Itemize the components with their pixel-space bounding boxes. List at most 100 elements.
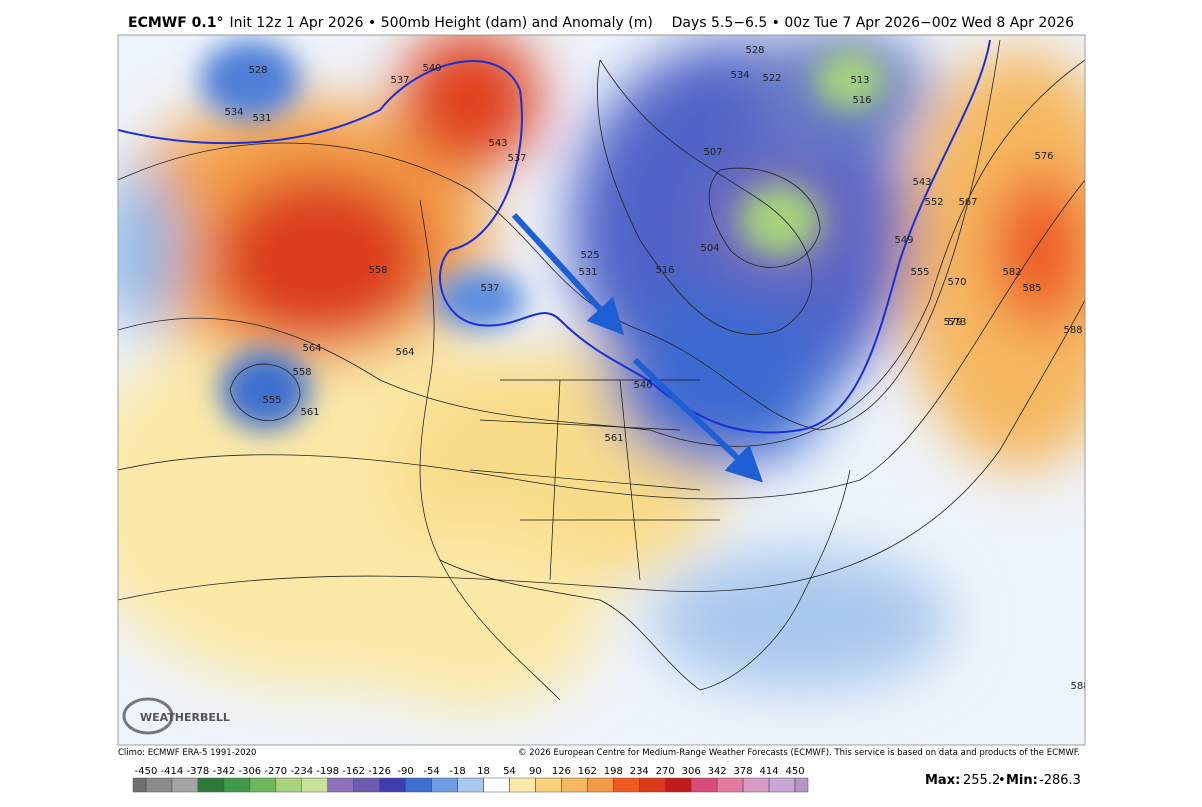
- contour-label: 528: [248, 65, 267, 76]
- colorbar-segment: [223, 777, 251, 793]
- colorbar-segment: [768, 777, 796, 793]
- colorbar-segment: [509, 777, 536, 793]
- logo-text: WEATHERBELL: [140, 711, 230, 724]
- colorbar-tick-label: 342: [708, 766, 727, 777]
- contour-label: 555: [910, 267, 929, 278]
- colorbar-tick-label: -234: [290, 766, 313, 777]
- colorbar-tick-label: -126: [368, 766, 391, 777]
- colorbar-segment: [690, 777, 718, 793]
- contour-label: 528: [745, 45, 764, 56]
- contour-label: 540: [422, 63, 441, 74]
- contour-label: 543: [912, 177, 931, 188]
- contour-label: 588: [1070, 681, 1089, 692]
- max-label: Max:: [925, 773, 960, 788]
- arrow: [511, 212, 625, 336]
- contour-label: 516: [852, 95, 871, 106]
- colorbar-segment: [171, 777, 199, 793]
- contour-label: 558: [292, 367, 311, 378]
- colorbar-tick-label: -450: [135, 766, 158, 777]
- contour-label: 513: [850, 75, 869, 86]
- colorbar-end: [794, 777, 809, 793]
- contour-label: 549: [894, 235, 913, 246]
- colorbar-tick-label: -414: [161, 766, 184, 777]
- contour-label: 570: [947, 277, 966, 288]
- colorbar-segment: [327, 777, 354, 793]
- contour-label: 531: [252, 113, 271, 124]
- colorbar-tick-label: 378: [734, 766, 753, 777]
- colorbar-tick-label: 54: [503, 766, 516, 777]
- contour-label: 507: [703, 147, 722, 158]
- contour-label: 582: [1002, 267, 1021, 278]
- run-info: Init 12z 1 Apr 2026 • 500mb Height (dam)…: [229, 15, 652, 31]
- climo-note: Climo: ECMWF ERA-5 1991-2020: [118, 748, 256, 758]
- trough-arrows: [511, 212, 764, 483]
- colorbar-segment: [301, 777, 328, 793]
- colorbar-segment: [613, 777, 640, 793]
- colorbar-segment: [664, 777, 692, 793]
- colorbar-segment: [353, 777, 380, 793]
- colorbar-tick-label: -306: [238, 766, 261, 777]
- contour-label: 579: [943, 317, 962, 328]
- model-name: ECMWF 0.1°: [128, 15, 223, 31]
- colorbar-segment: [457, 777, 484, 793]
- contour-label: 588: [1063, 325, 1082, 336]
- colorbar-segment: [275, 777, 302, 793]
- colorbar-tick-label: -90: [397, 766, 413, 777]
- contour-label: 516: [655, 265, 674, 276]
- contour-label: 561: [604, 433, 623, 444]
- colorbar-segment: [587, 777, 614, 793]
- colorbar-tick-label: -198: [316, 766, 339, 777]
- coastlines: [419, 199, 851, 701]
- colorbar-tick-label: -270: [264, 766, 287, 777]
- arrow: [632, 357, 764, 483]
- map-area: 5285345315375405435375585645585555615645…: [118, 35, 1089, 745]
- highlight-contours: [118, 39, 991, 434]
- colorbar-tick-label: 162: [578, 766, 597, 777]
- colorbar-segment: [431, 777, 458, 793]
- colorbar-tick-label: -54: [423, 766, 439, 777]
- contour-label: 534: [730, 70, 749, 81]
- contour-label: 567: [958, 197, 977, 208]
- max-value: 255.2: [963, 773, 1000, 788]
- min-label: Min:: [1006, 773, 1038, 788]
- colorbar-tick-label: -378: [187, 766, 210, 777]
- valid-period: Days 5.5−6.5 • 00z Tue 7 Apr 2026−00z We…: [672, 15, 1075, 31]
- colorbar-segment: [145, 777, 173, 793]
- colorbar-tick-label: 450: [785, 766, 804, 777]
- colorbar-segment: [197, 777, 225, 793]
- colorbar-segment: [742, 777, 770, 793]
- min-value: -286.3: [1039, 773, 1081, 788]
- contour-label: 561: [300, 407, 319, 418]
- contour-label: 546: [633, 380, 652, 391]
- colorbar-segment: [716, 777, 744, 793]
- colorbar-tick-label: 126: [552, 766, 571, 777]
- contour-label: 531: [578, 267, 597, 278]
- contour-label: 543: [488, 138, 507, 149]
- contour-label: 555: [262, 395, 281, 406]
- colorbar-tick-label: 198: [604, 766, 623, 777]
- height-contours: [118, 39, 1085, 601]
- colorbar-tick-label: 18: [477, 766, 490, 777]
- colorbar-tick-label: -342: [213, 766, 236, 777]
- colorbar-tick-label: 234: [630, 766, 649, 777]
- colorbar-tick-label: -18: [449, 766, 465, 777]
- colorbar-segment: [561, 777, 588, 793]
- colorbar-tick-label: 270: [656, 766, 675, 777]
- colorbar-tick-label: -162: [342, 766, 365, 777]
- contour-label: 525: [580, 250, 599, 261]
- colorbar: -450 -414 -378 -342 -306 -270 -234 -198 -162 -126…: [132, 766, 809, 793]
- colorbar-segment: [379, 777, 406, 793]
- colorbar-end: [132, 777, 147, 793]
- colorbar-segment: [639, 777, 666, 793]
- stats: Max: 255.2 • Min: -286.3: [925, 773, 1081, 788]
- colorbar-segment: [249, 777, 277, 793]
- colorbar-tick-label: 414: [760, 766, 779, 777]
- contour-label: 537: [480, 283, 499, 294]
- colorbar-tick-label: 306: [682, 766, 701, 777]
- contour-label: 537: [507, 153, 526, 164]
- colorbar-segment: [535, 777, 562, 793]
- contour-label: 558: [368, 265, 387, 276]
- contour-label: 564: [395, 347, 414, 358]
